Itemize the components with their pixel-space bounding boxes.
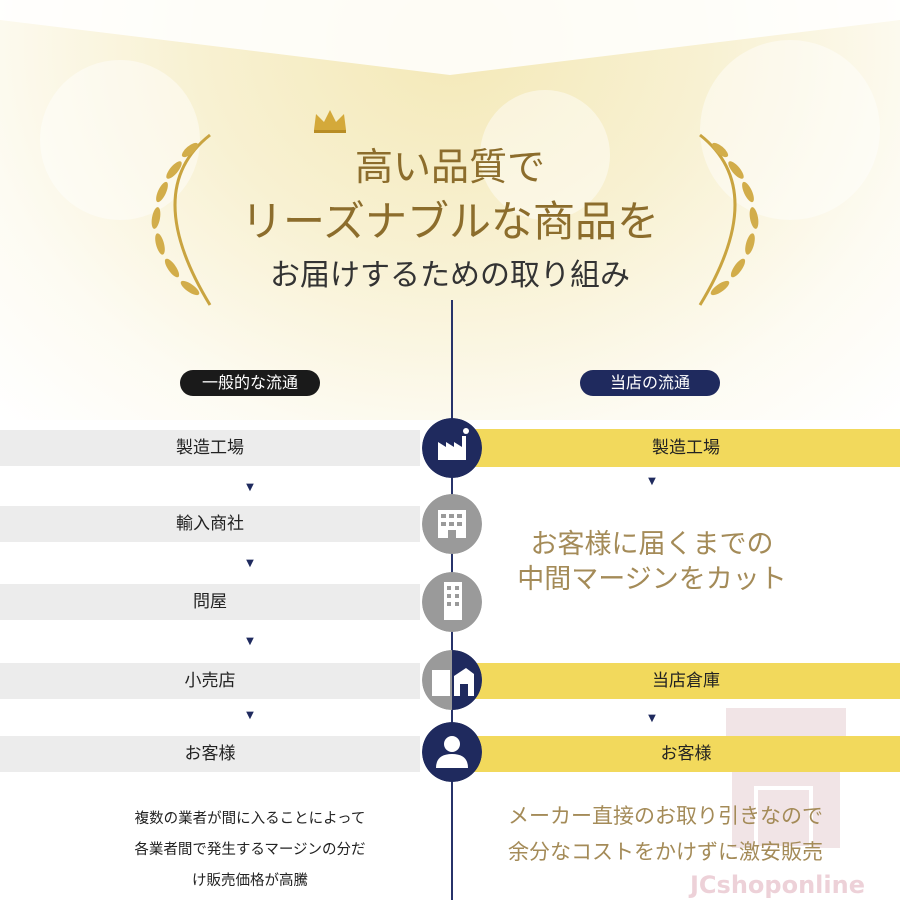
arrow-down-icon: ▼ (648, 713, 656, 724)
general-note-line-2: 各業者間で発生するマージンの分だ (134, 842, 366, 858)
arrow-down-icon: ▼ (246, 710, 254, 721)
our-flow-note: メーカー直接のお取り引きなので 余分なコストをかけずに激安販売 (508, 798, 823, 870)
store-icon (422, 650, 482, 710)
our-note-line-1: メーカー直接のお取り引きなので (508, 804, 823, 828)
arrow-down-icon: ▼ (648, 476, 656, 487)
laurel-left-icon (151, 133, 212, 306)
general-flow-badge: 一般的な流通 (180, 370, 320, 396)
right-step-3: お客様 (472, 736, 900, 772)
top-chevron (0, 0, 900, 75)
arrow-down-icon: ▼ (246, 636, 254, 647)
headline-line-2: リーズナブルな商品を (241, 197, 659, 246)
arrow-down-icon: ▼ (246, 558, 254, 569)
our-note-line-2: 余分なコストをかけずに激安販売 (508, 840, 823, 864)
person-icon (422, 722, 482, 782)
tall-building-icon (422, 572, 482, 632)
our-flow-badge: 当店の流通 (580, 370, 720, 396)
right-step-2: 当店倉庫 (472, 663, 900, 699)
shop-watermark: JCshoponline (690, 871, 865, 899)
headline-line-1: 高い品質で (354, 145, 545, 189)
arrow-down-icon: ▼ (246, 482, 254, 493)
office-building-icon (422, 494, 482, 554)
left-step-2: 輸入商社 (0, 506, 420, 542)
margin-cut-line-2: 中間マージンをカット (517, 564, 787, 595)
left-step-3: 問屋 (0, 584, 420, 620)
general-note-line-3: け販売価格が高騰 (192, 873, 308, 889)
headline-line-3: お届けするための取り組み (270, 258, 630, 293)
general-note-line-1: 複数の業者が間に入ることによって (134, 811, 366, 827)
left-step-1: 製造工場 (0, 430, 420, 466)
general-flow-note: 複数の業者が間に入ることによって 各業者間で発生するマージンの分だ け販売価格が… (80, 804, 420, 897)
left-step-4: 小売店 (0, 663, 420, 699)
laurel-right-icon (698, 133, 759, 306)
factory-icon (422, 418, 482, 478)
right-step-1: 製造工場 (472, 429, 900, 467)
crown-icon (314, 110, 346, 133)
margin-cut-line-1: お客様に届くまでの (530, 529, 774, 560)
left-step-5: お客様 (0, 736, 420, 772)
